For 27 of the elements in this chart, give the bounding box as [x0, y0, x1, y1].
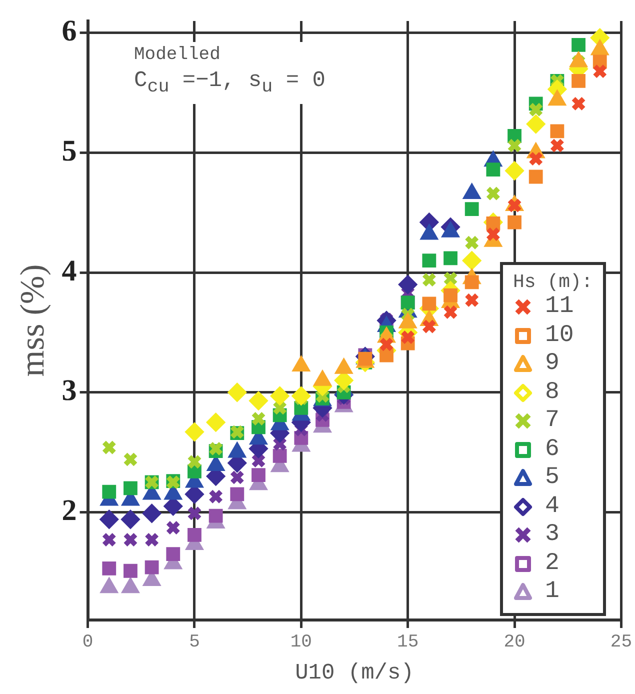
x-tick-label: 5 — [189, 632, 200, 653]
x-tick-label: 25 — [610, 632, 632, 653]
legend-label: 5 — [545, 464, 560, 492]
y-tick-label: 2 — [62, 494, 77, 527]
x-tick-label: 15 — [397, 632, 419, 653]
y-tick-label: 4 — [62, 254, 77, 288]
legend-label: 8 — [545, 378, 560, 407]
x-tick-label: 10 — [290, 632, 312, 653]
x-tick-label: 20 — [504, 632, 526, 653]
x-axis-title: U10 (m/s) — [295, 660, 414, 686]
legend-label: 9 — [545, 350, 560, 378]
legend-title: Hs (m): — [513, 271, 593, 293]
legend-label: 4 — [545, 492, 560, 521]
annotation: Modelled — [134, 44, 222, 66]
legend-label: 3 — [545, 521, 560, 550]
annotation: C$_{cu}$ =−1, s$_{u}$ = 0 — [134, 67, 326, 100]
legend-label: 1 — [545, 578, 560, 606]
legend-label: 2 — [545, 550, 560, 578]
legend-label: 7 — [545, 407, 560, 436]
y-tick-label: 5 — [62, 134, 77, 168]
y-axis-title: mss (%) — [14, 264, 52, 377]
legend-label: 11 — [545, 293, 574, 322]
x-tick-label: 0 — [82, 632, 94, 653]
legend-label: 6 — [545, 436, 560, 464]
legend-label: 10 — [545, 322, 574, 350]
y-tick-label: 6 — [62, 14, 77, 48]
y-tick-label: 3 — [62, 374, 77, 408]
